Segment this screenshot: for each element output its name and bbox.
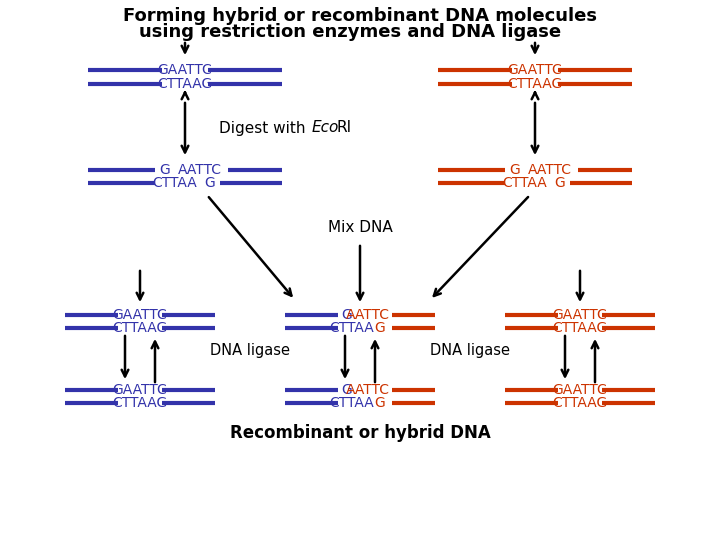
Text: GAATTC: GAATTC [112, 383, 167, 397]
Text: DNA ligase: DNA ligase [430, 342, 510, 357]
Text: Recombinant or hybrid DNA: Recombinant or hybrid DNA [230, 424, 490, 442]
Text: AATTC: AATTC [346, 383, 390, 397]
Text: GAATTC: GAATTC [553, 383, 608, 397]
Text: AATTC: AATTC [346, 308, 390, 322]
Text: CTTAA: CTTAA [330, 396, 374, 410]
Text: using restriction enzymes and DNA ligase: using restriction enzymes and DNA ligase [139, 23, 561, 41]
Text: CTTAAG: CTTAAG [508, 77, 562, 91]
Text: CTTAA: CTTAA [330, 321, 374, 335]
Text: CTTAA: CTTAA [503, 176, 547, 190]
Text: G: G [374, 396, 385, 410]
Text: Eco: Eco [312, 120, 339, 136]
Text: Digest with: Digest with [219, 120, 310, 136]
Text: G: G [341, 308, 352, 322]
Text: GAATTC: GAATTC [508, 63, 562, 77]
Text: RI: RI [336, 120, 351, 136]
Text: Mix DNA: Mix DNA [328, 220, 392, 235]
Text: CTTAA: CTTAA [153, 176, 197, 190]
Text: DNA ligase: DNA ligase [210, 342, 290, 357]
Text: G: G [160, 163, 171, 177]
Text: CTTAAG: CTTAAG [158, 77, 212, 91]
Text: G: G [204, 176, 215, 190]
Text: G: G [341, 383, 352, 397]
Text: CTTAAG: CTTAAG [112, 321, 168, 335]
Text: CTTAAG: CTTAAG [552, 396, 608, 410]
Text: G: G [374, 321, 385, 335]
Text: GAATTC: GAATTC [553, 308, 608, 322]
Text: GAATTC: GAATTC [158, 63, 212, 77]
Text: Forming hybrid or recombinant DNA molecules: Forming hybrid or recombinant DNA molecu… [123, 7, 597, 25]
Text: G: G [554, 176, 565, 190]
Text: GAATTC: GAATTC [112, 308, 167, 322]
Text: G: G [510, 163, 521, 177]
Text: CTTAAG: CTTAAG [552, 321, 608, 335]
Text: AATTC: AATTC [178, 163, 222, 177]
Text: CTTAAG: CTTAAG [112, 396, 168, 410]
Text: AATTC: AATTC [528, 163, 572, 177]
